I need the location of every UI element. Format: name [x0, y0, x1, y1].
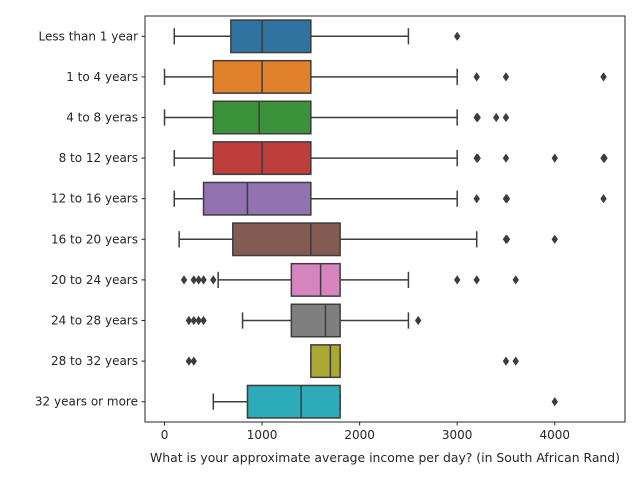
outlier-point [195, 315, 202, 326]
outlier-point [185, 356, 193, 366]
outlier-point [512, 356, 519, 366]
outlier-point [600, 194, 607, 204]
x-tick-label: 3000 [442, 428, 473, 442]
outlier-point [473, 72, 480, 82]
plot-frame [144, 15, 626, 423]
outlier-point [502, 153, 510, 163]
iqr-box [290, 303, 341, 338]
outlier-point [210, 275, 217, 285]
iqr-box [246, 384, 341, 419]
iqr-box [202, 181, 312, 216]
outlier-point [190, 315, 197, 326]
outlier-point [473, 275, 480, 285]
y-tick-label: 12 to 16 years [51, 192, 138, 206]
outlier-point [473, 194, 480, 204]
box-group [173, 19, 461, 54]
outlier-point [551, 153, 558, 163]
y-tick-label: 20 to 24 years [51, 273, 138, 287]
iqr-box [212, 100, 312, 135]
outlier-point [551, 397, 558, 407]
box-group [180, 262, 519, 297]
outlier-point [180, 275, 188, 285]
outlier-point [200, 315, 207, 326]
box-group [212, 384, 558, 419]
outlier-point [502, 356, 510, 366]
outlier-point [600, 72, 607, 82]
outlier-point [512, 275, 519, 285]
y-tick-label: Less than 1 year [39, 29, 139, 43]
box-group [163, 100, 510, 135]
iqr-box [232, 222, 341, 257]
box-group [163, 59, 607, 94]
x-tick-label: 2000 [344, 428, 375, 442]
y-tick-label: 32 years or more [35, 395, 138, 409]
outlier-point [200, 275, 207, 285]
x-axis-label: What is your approximate average income … [150, 451, 620, 465]
y-tick-label: 4 to 8 yeras [66, 111, 138, 125]
outlier-point [474, 112, 481, 123]
outlier-point [185, 315, 193, 326]
iqr-box [310, 344, 341, 379]
outlier-point [502, 72, 510, 82]
x-tick-label: 1000 [247, 428, 278, 442]
y-tick-label: 8 to 12 years [59, 151, 138, 165]
y-tick-label: 16 to 20 years [51, 232, 138, 246]
outlier-point [190, 356, 197, 366]
box-group [173, 181, 607, 216]
outlier-point [453, 275, 461, 285]
outlier-point [601, 153, 608, 163]
y-tick-label: 24 to 28 years [51, 314, 138, 328]
outlier-point [503, 234, 511, 244]
y-tick-label: 1 to 4 years [66, 70, 138, 84]
outlier-point [414, 315, 422, 326]
box-group [173, 141, 608, 176]
x-tick-label: 0 [161, 428, 169, 442]
outlier-point [453, 31, 461, 41]
outlier-point [190, 275, 197, 285]
box-group [178, 222, 558, 257]
x-axis: 0 1000 2000 3000 4000 [161, 422, 570, 442]
plot-marks [163, 19, 608, 419]
outlier-point [551, 234, 558, 244]
outlier-point [502, 112, 510, 123]
iqr-box [290, 262, 341, 297]
iqr-box [230, 19, 312, 54]
outlier-point [195, 275, 202, 285]
outlier-point [493, 112, 500, 123]
box-group [185, 303, 422, 338]
y-tick-label: 28 to 32 years [51, 354, 138, 368]
box-group [185, 344, 519, 379]
outlier-point [474, 153, 481, 163]
x-tick-label: 4000 [539, 428, 570, 442]
outlier-point [503, 194, 511, 204]
y-axis: Less than 1 year 1 to 4 years 4 to 8 yeras… [35, 29, 145, 409]
